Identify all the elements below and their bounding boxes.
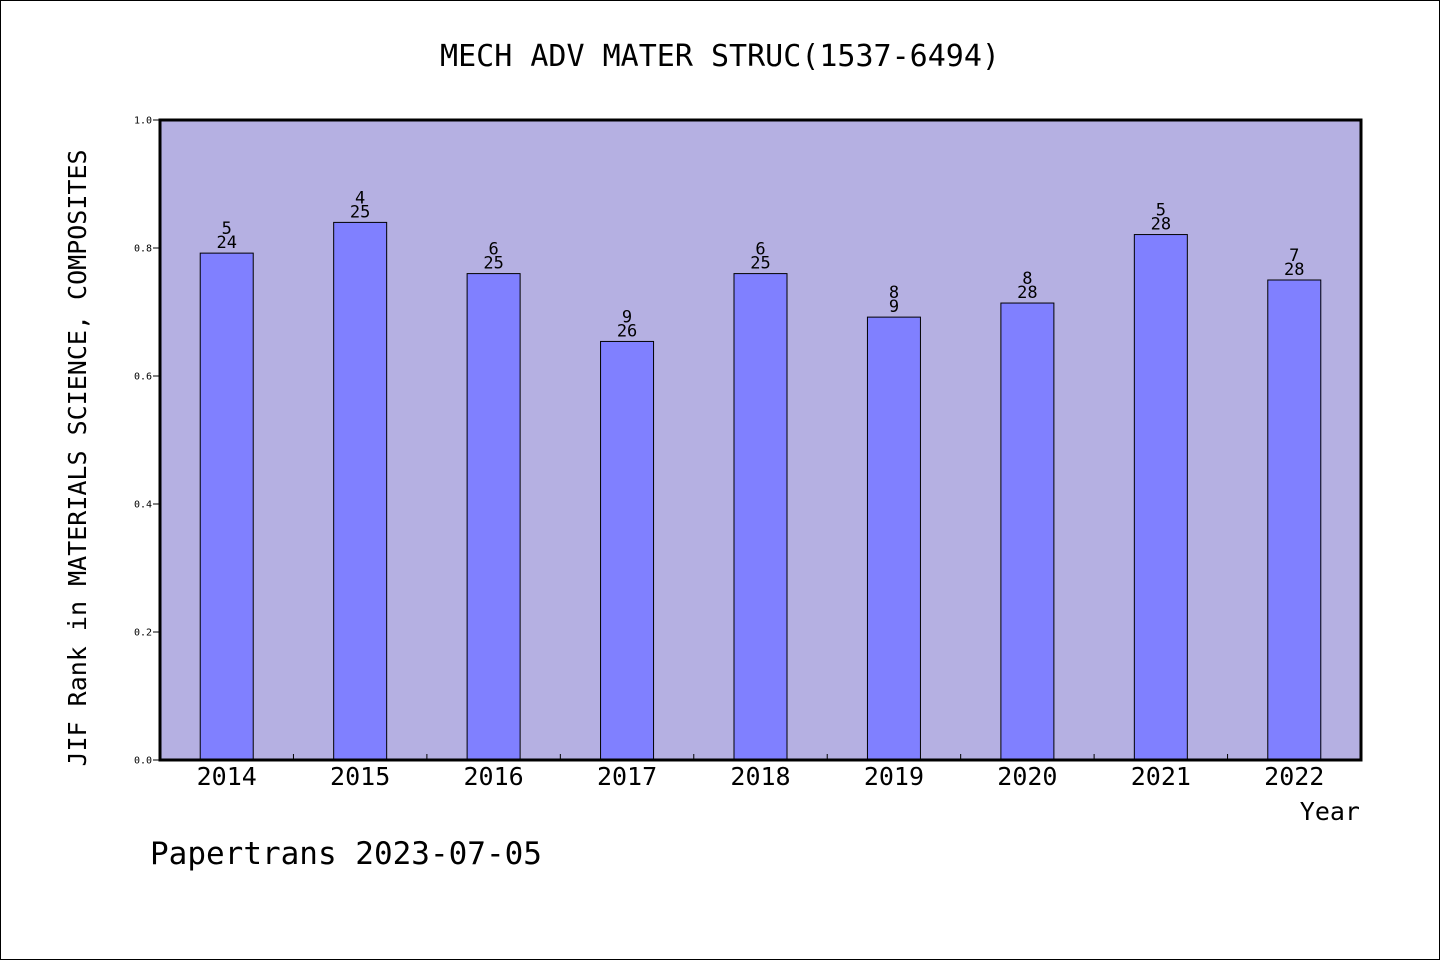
x-tick-label: 2016 xyxy=(464,762,524,791)
bar-total-label: 25 xyxy=(750,254,770,274)
x-axis-ticks: 2014 2015 2016 2017 2018 2019 2020 2021 2022 xyxy=(197,754,1324,791)
bars-group xyxy=(199,221,1322,761)
x-tick-label: 2018 xyxy=(730,762,790,791)
bar-2021 xyxy=(1133,234,1188,761)
bar-total-label: 25 xyxy=(350,202,370,222)
y-tick-label: 1.0 xyxy=(134,116,152,127)
bar-2017 xyxy=(600,340,655,761)
x-tick-label: 2022 xyxy=(1264,762,1324,791)
bar-total-label: 28 xyxy=(1284,260,1304,280)
x-tick-label: 2017 xyxy=(597,762,657,791)
chart-title: MECH ADV MATER STRUC(1537-6494) xyxy=(440,39,1000,74)
bar-rank-label: 5 xyxy=(1156,201,1166,221)
bar-2015 xyxy=(333,221,388,761)
y-axis-ticks: 0.0 0.2 0.4 0.6 0.8 1.0 xyxy=(134,116,160,767)
bar-rank-label: 8 xyxy=(889,283,899,303)
bar-2016 xyxy=(466,273,521,761)
y-tick-label: 0.4 xyxy=(134,500,152,511)
y-tick-label: 0.2 xyxy=(134,628,152,639)
bar-2018 xyxy=(733,273,788,761)
bar-rank-label: 6 xyxy=(488,240,498,260)
bar-2019 xyxy=(866,316,921,761)
bar-total-label: 25 xyxy=(483,254,503,274)
plot-border xyxy=(158,118,1363,762)
bar-rank-label: 8 xyxy=(1022,269,1032,289)
y-tick-label: 0.8 xyxy=(134,244,152,255)
bar-rank-label: 6 xyxy=(755,240,765,260)
x-tick-label: 2015 xyxy=(330,762,390,791)
bar-rank-label: 5 xyxy=(222,219,232,239)
bar-total-label: 24 xyxy=(216,233,236,253)
bar-rank-label: 9 xyxy=(622,307,632,327)
x-axis-label: Year xyxy=(1300,797,1360,826)
y-tick-label: 0.6 xyxy=(134,372,152,383)
x-tick-label: 2019 xyxy=(864,762,924,791)
bar-total-label: 9 xyxy=(889,297,899,317)
bar-rank-label: 7 xyxy=(1289,246,1299,266)
bar-rank-label: 4 xyxy=(355,188,365,208)
bar-total-label: 28 xyxy=(1151,215,1171,235)
bar-2022 xyxy=(1267,279,1322,761)
bar-2020 xyxy=(1000,302,1055,761)
y-axis-label: JIF Rank in MATERIALS SCIENCE, COMPOSITE… xyxy=(63,149,92,766)
footer-credit: Papertrans 2023-07-05 xyxy=(150,836,542,872)
x-tick-label: 2014 xyxy=(197,762,257,791)
bar-total-label: 26 xyxy=(617,321,637,341)
bar-total-label: 28 xyxy=(1017,283,1037,303)
x-tick-label: 2020 xyxy=(997,762,1057,791)
y-tick-label: 0.0 xyxy=(134,756,152,767)
bar-2014 xyxy=(199,252,254,761)
x-tick-label: 2021 xyxy=(1131,762,1191,791)
